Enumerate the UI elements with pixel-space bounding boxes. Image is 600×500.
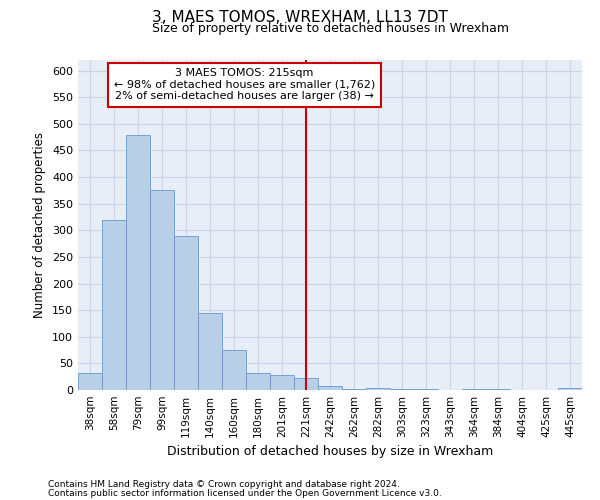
Bar bbox=[102, 220, 126, 390]
Bar bbox=[222, 350, 246, 390]
Bar bbox=[78, 373, 102, 390]
Y-axis label: Number of detached properties: Number of detached properties bbox=[34, 132, 46, 318]
Text: 3, MAES TOMOS, WREXHAM, LL13 7DT: 3, MAES TOMOS, WREXHAM, LL13 7DT bbox=[152, 10, 448, 25]
Bar bbox=[342, 389, 366, 390]
Bar bbox=[558, 388, 582, 390]
Text: Contains public sector information licensed under the Open Government Licence v3: Contains public sector information licen… bbox=[48, 488, 442, 498]
Text: Contains HM Land Registry data © Crown copyright and database right 2024.: Contains HM Land Registry data © Crown c… bbox=[48, 480, 400, 489]
Text: 3 MAES TOMOS: 215sqm
← 98% of detached houses are smaller (1,762)
2% of semi-det: 3 MAES TOMOS: 215sqm ← 98% of detached h… bbox=[113, 68, 375, 102]
Bar bbox=[414, 389, 438, 390]
Bar bbox=[294, 378, 318, 390]
Bar bbox=[126, 134, 150, 390]
Bar bbox=[246, 373, 270, 390]
X-axis label: Distribution of detached houses by size in Wrexham: Distribution of detached houses by size … bbox=[167, 446, 493, 458]
Title: Size of property relative to detached houses in Wrexham: Size of property relative to detached ho… bbox=[151, 22, 509, 35]
Bar bbox=[270, 375, 294, 390]
Bar bbox=[390, 389, 414, 390]
Bar bbox=[318, 386, 342, 390]
Bar bbox=[366, 388, 390, 390]
Bar bbox=[150, 190, 174, 390]
Bar bbox=[198, 313, 222, 390]
Bar bbox=[174, 236, 198, 390]
Bar bbox=[462, 389, 486, 390]
Bar bbox=[486, 389, 510, 390]
